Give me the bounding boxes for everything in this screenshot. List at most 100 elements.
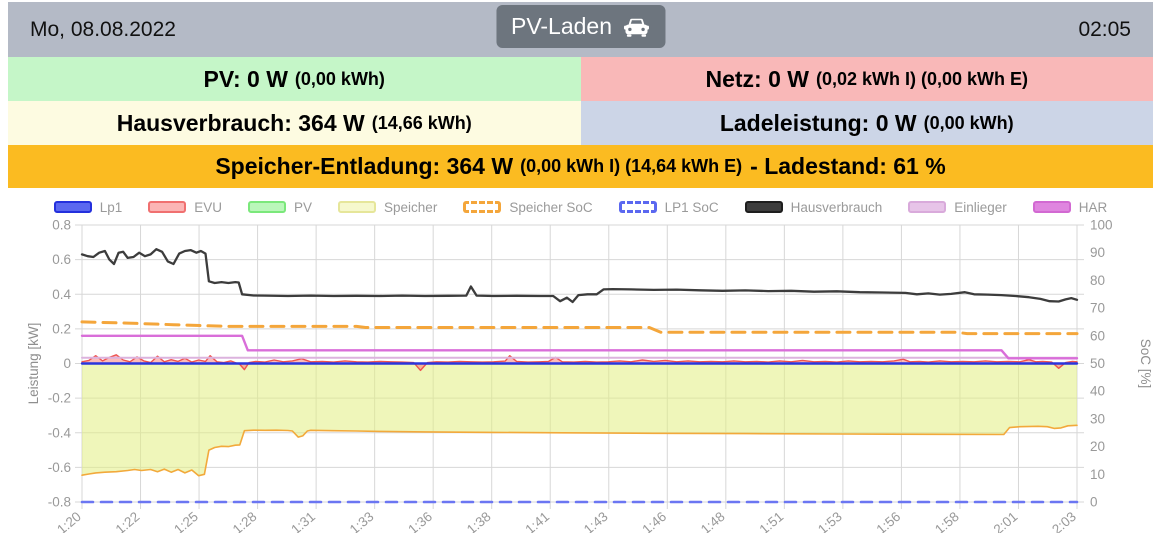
svg-text:70: 70: [1090, 301, 1105, 316]
clock-label: 02:05: [1078, 17, 1131, 41]
svg-text:2:03: 2:03: [1049, 509, 1079, 533]
svg-text:90: 90: [1090, 245, 1105, 260]
legend-item-lp1: Lp1: [53, 199, 123, 215]
svg-text:1:28: 1:28: [230, 509, 260, 533]
svg-text:0.8: 0.8: [52, 219, 71, 233]
svg-text:1:41: 1:41: [522, 509, 552, 533]
legend-label: HAR: [1078, 199, 1108, 215]
status-grid: PV: 0 W (0,00 kWh) Netz: 0 W (0,02 kWh I…: [8, 57, 1153, 188]
svg-text:-0.6: -0.6: [48, 460, 71, 475]
svg-text:1:46: 1:46: [639, 509, 669, 533]
svg-text:1:56: 1:56: [874, 509, 904, 533]
svg-text:-0.8: -0.8: [48, 495, 71, 510]
status-lade-main: Ladeleistung: 0 W: [719, 109, 917, 136]
status-speicher-detail: (0,00 kWh I) (14,64 kWh E): [520, 156, 743, 176]
legend-label: Hausverbrauch: [790, 199, 883, 215]
svg-text:20: 20: [1090, 439, 1105, 454]
svg-text:1:51: 1:51: [757, 509, 787, 533]
status-lade-detail: (0,00 kWh): [923, 112, 1014, 133]
legend-item-lp1-soc: LP1 SoC: [618, 199, 719, 215]
legend-label: Speicher: [384, 199, 438, 215]
legend-label: Einlieger: [954, 199, 1007, 215]
status-hausverbrauch: Hausverbrauch: 364 W (14,66 kWh): [8, 101, 581, 145]
chart-section: Lp1 EVU PV Speicher Speicher SoC LP1 SoC Hausv…: [8, 195, 1153, 534]
svg-text:0: 0: [1090, 495, 1098, 510]
svg-text:1:20: 1:20: [54, 509, 84, 533]
chart-legend: Lp1 EVU PV Speicher Speicher SoC LP1 SoC Hausv…: [8, 195, 1153, 219]
date-label: Mo, 08.08.2022: [30, 17, 176, 41]
status-ladeleistung: Ladeleistung: 0 W (0,00 kWh): [580, 101, 1153, 145]
svg-text:0.2: 0.2: [52, 321, 71, 336]
status-netz-main: Netz: 0 W: [705, 65, 809, 92]
svg-text:1:33: 1:33: [347, 509, 377, 533]
legend-swatch: [908, 201, 947, 213]
svg-text:1:43: 1:43: [581, 509, 611, 533]
legend-label: Lp1: [99, 199, 123, 215]
svg-text:1:58: 1:58: [932, 509, 962, 533]
svg-text:1:25: 1:25: [171, 509, 201, 533]
status-netz: Netz: 0 W (0,02 kWh I) (0,00 kWh E): [580, 57, 1153, 101]
status-speicher-soc: - Ladestand: 61 %: [750, 153, 946, 179]
status-speicher: Speicher-Entladung: 364 W (0,00 kWh I) (…: [8, 145, 1153, 188]
svg-text:40: 40: [1090, 384, 1105, 399]
status-pv-main: PV: 0 W: [203, 65, 288, 92]
legend-item-hausverbrauch: Hausverbrauch: [744, 199, 883, 215]
car-icon: [622, 17, 650, 37]
series-hausverbrauch: [80, 248, 1079, 304]
legend-swatch: [248, 201, 287, 213]
series-speicher: [81, 363, 1078, 477]
legend-swatch: [744, 201, 783, 213]
charge-mode-button[interactable]: PV-Laden: [495, 5, 666, 48]
status-speicher-main: Speicher-Entladung: 364 W: [215, 153, 514, 179]
svg-text:1:53: 1:53: [815, 509, 845, 533]
x-axis-tick-labels: 1:20 1:22 1:25 1:28 1:31 1:33 1:36 1:38 1:41 1:43…: [54, 509, 1079, 534]
top-bar: Mo, 08.08.2022 PV-Laden 02:05: [8, 2, 1153, 57]
svg-text:1:22: 1:22: [113, 509, 143, 533]
series-har: [80, 334, 1079, 360]
svg-text:0: 0: [63, 356, 71, 371]
svg-text:1:38: 1:38: [464, 509, 494, 533]
svg-text:1:36: 1:36: [405, 509, 435, 533]
y-right-axis-title: SoC [%]: [1138, 339, 1153, 389]
svg-text:10: 10: [1090, 467, 1105, 482]
legend-item-speicher-soc: Speicher SoC: [463, 199, 593, 215]
status-netz-detail: (0,02 kWh I) (0,00 kWh E): [815, 68, 1029, 89]
legend-item-speicher: Speicher: [338, 200, 437, 215]
legend-swatch: [148, 201, 187, 213]
status-haus-detail: (14,66 kWh): [371, 112, 472, 133]
status-pv: PV: 0 W (0,00 kWh): [8, 57, 581, 101]
legend-label: LP1 SoC: [664, 199, 719, 215]
legend-swatch: [53, 201, 92, 213]
charge-mode-label: PV-Laden: [510, 13, 613, 39]
legend-swatch: [463, 201, 502, 213]
svg-text:-0.2: -0.2: [48, 391, 71, 406]
status-pv-detail: (0,00 kWh): [294, 68, 385, 89]
svg-text:0.6: 0.6: [52, 252, 71, 267]
legend-label: Speicher SoC: [509, 199, 593, 215]
svg-text:2:01: 2:01: [991, 509, 1021, 533]
svg-text:0.4: 0.4: [52, 287, 71, 302]
legend-label: EVU: [194, 199, 223, 215]
svg-text:30: 30: [1090, 411, 1105, 426]
y-left-tick-labels: 0.8 0.6 0.4 0.2 0 -0.2 -0.4 -0.6 -0.8: [48, 218, 72, 510]
legend-swatch: [618, 201, 657, 213]
svg-text:1:31: 1:31: [288, 509, 318, 533]
legend-label: PV: [294, 199, 313, 215]
legend-swatch: [1032, 201, 1071, 213]
series-speicher-soc: [80, 320, 1079, 336]
svg-text:50: 50: [1090, 356, 1105, 371]
status-haus-main: Hausverbrauch: 364 W: [116, 109, 365, 136]
svg-text:-0.4: -0.4: [48, 425, 72, 440]
y-left-axis-title: Leistung [kW]: [26, 323, 41, 405]
svg-text:100: 100: [1090, 219, 1113, 233]
legend-item-einlieger: Einlieger: [908, 200, 1007, 215]
svg-text:1:48: 1:48: [698, 509, 728, 533]
legend-item-har: HAR: [1032, 199, 1108, 215]
legend-item-evu: EVU: [148, 200, 222, 215]
svg-text:80: 80: [1090, 273, 1105, 288]
daily-graph: 0.80.60.40.20-0.2-0.4-0.6-0.810090807060…: [26, 218, 1153, 534]
legend-swatch: [338, 201, 377, 213]
svg-text:60: 60: [1090, 328, 1105, 343]
